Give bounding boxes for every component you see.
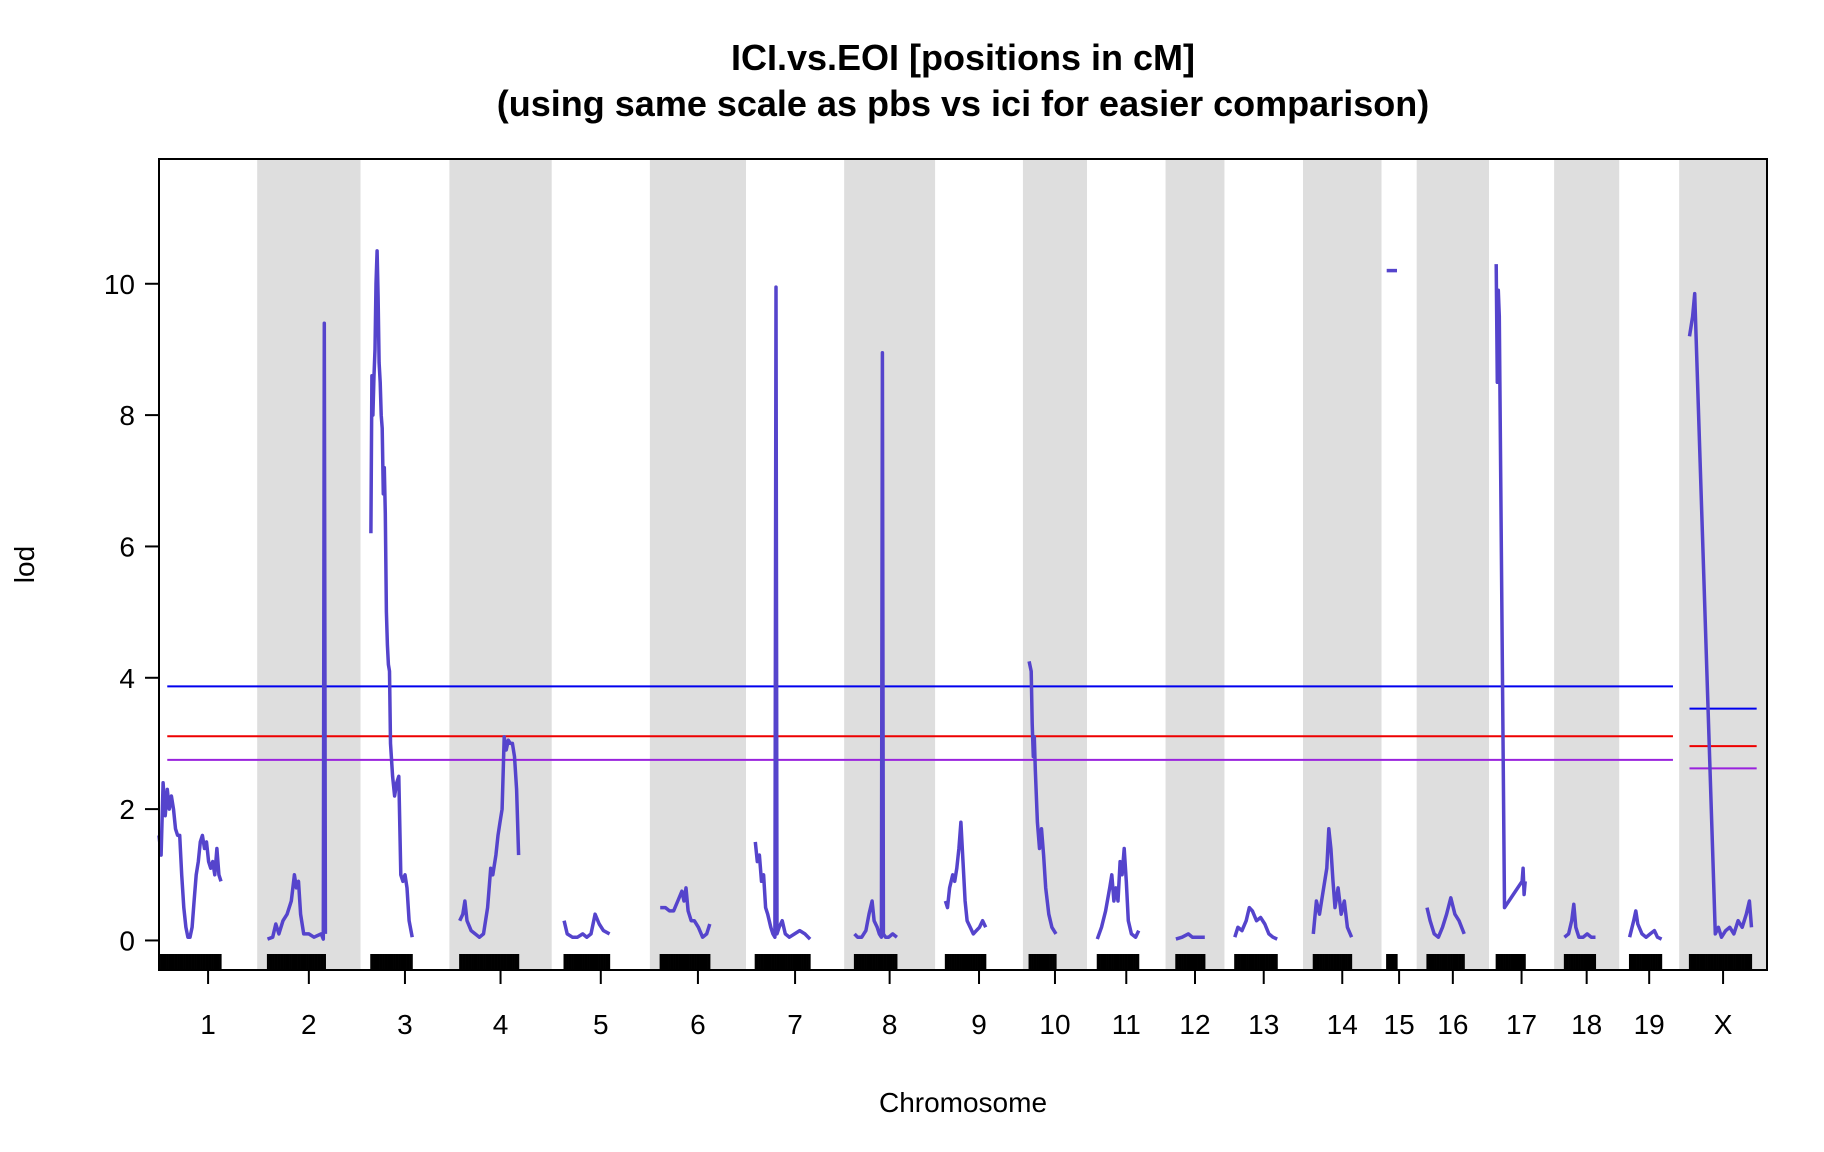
lod-profile-chr-7: [753, 285, 812, 941]
lod-profile-chr-5: [562, 912, 611, 939]
rug-chr-12: [1175, 954, 1206, 970]
lod-profile-chr-2: [266, 321, 328, 941]
band-chr-6: [649, 159, 746, 970]
lod-profile-chr-19: [1627, 909, 1663, 941]
x-tick-label-chr-4: 4: [493, 1009, 509, 1040]
rug-chr-2: [266, 954, 326, 970]
x-tick-label-chr-9: 9: [971, 1009, 987, 1040]
lod-profile-chr-9: [943, 820, 988, 936]
lod-profile-chr-14: [1311, 827, 1354, 938]
band-chr-4: [449, 159, 552, 970]
band-chr-8: [844, 159, 936, 970]
x-axis-label: Chromosome: [879, 1087, 1047, 1118]
rug-chr-6: [659, 954, 711, 970]
rug-chr-11: [1096, 954, 1140, 970]
chromosome-bands: [257, 159, 1767, 970]
rug-chr-9: [944, 954, 987, 970]
rug-chr-3: [370, 954, 413, 970]
lod-profile-chr-3: [369, 249, 414, 938]
x-tick-label-chr-8: 8: [882, 1009, 898, 1040]
y-tick-label: 6: [119, 531, 135, 562]
lod-profile-chr-6: [660, 886, 712, 939]
lod-profile-chr-13: [1233, 905, 1278, 941]
threshold-lines: [167, 685, 1757, 770]
band-chr-2: [257, 159, 361, 970]
lod-profiles: [157, 249, 1754, 941]
x-tick-label-chr-19: 19: [1634, 1009, 1665, 1040]
band-chr-14: [1302, 159, 1382, 970]
x-tick-label-chr-2: 2: [301, 1009, 317, 1040]
y-tick-label: 10: [104, 269, 135, 300]
y-tick-label: 2: [119, 794, 135, 825]
x-tick-label-chr-6: 6: [690, 1009, 706, 1040]
lod-profile-chr-4: [458, 735, 521, 939]
y-axis: 0 2 4 6 8 10: [104, 269, 159, 956]
x-tick-label-chr-3: 3: [397, 1009, 413, 1040]
band-chr-16: [1416, 159, 1490, 970]
band-chr-12: [1165, 159, 1225, 970]
band-chr-18: [1554, 159, 1620, 970]
x-tick-label-chr-17: 17: [1506, 1009, 1537, 1040]
y-tick-label: 0: [119, 925, 135, 956]
lod-profile-chr-17: [1494, 264, 1527, 910]
x-tick-label-chr-14: 14: [1327, 1009, 1358, 1040]
band-chr-X: [1679, 159, 1767, 970]
band-chr-10: [1022, 159, 1088, 970]
rug-chr-5: [563, 954, 611, 970]
rug-chr-15: [1386, 954, 1398, 970]
x-tick-label-chr-16: 16: [1437, 1009, 1468, 1040]
rug-chr-19: [1628, 954, 1663, 970]
rug-chr-14: [1312, 954, 1353, 970]
x-tick-label-chr-X: X: [1714, 1009, 1733, 1040]
y-axis-label: lod: [9, 546, 40, 583]
lod-profile-chr-1: [157, 781, 223, 939]
x-tick-label-chr-7: 7: [787, 1009, 803, 1040]
rug-chr-4: [459, 954, 520, 970]
plot-frame: [158, 158, 1768, 971]
x-tick-label-chr-12: 12: [1179, 1009, 1210, 1040]
x-tick-label-chr-15: 15: [1384, 1009, 1415, 1040]
x-axis: 1 2 3 4 5 6 7 8 9 10 11 12 13 14 15 16 17 18 19 X: [200, 970, 1733, 1040]
rug-chr-X: [1688, 954, 1753, 970]
rug-chr-16: [1426, 954, 1465, 970]
rug-chr-13: [1234, 954, 1278, 970]
chart-title: ICI.vs.EOI [positions in cM]: [731, 37, 1195, 78]
chart-subtitle: (using same scale as pbs vs ici for easi…: [497, 83, 1429, 124]
y-tick-label: 8: [119, 400, 135, 431]
rug-chr-18: [1563, 954, 1597, 970]
x-tick-label-chr-1: 1: [200, 1009, 216, 1040]
x-tick-label-chr-5: 5: [593, 1009, 609, 1040]
lod-profile-chr-16: [1425, 896, 1466, 939]
x-tick-label-chr-18: 18: [1571, 1009, 1602, 1040]
lod-profile-chr-X: [1687, 291, 1754, 939]
x-tick-label-chr-11: 11: [1112, 1009, 1141, 1040]
lod-profile-chr-8: [853, 350, 898, 939]
lod-profile-chr-10: [1027, 661, 1058, 935]
lod-profile-chr-18: [1563, 902, 1596, 939]
rug-chr-1: [158, 954, 222, 970]
x-tick-label-chr-13: 13: [1248, 1009, 1279, 1040]
marker-rug: [158, 954, 1753, 970]
rug-chr-7: [754, 954, 811, 970]
rug-chr-17: [1495, 954, 1526, 970]
lod-profile-chr-12: [1175, 932, 1205, 941]
x-tick-label-chr-10: 10: [1039, 1009, 1070, 1040]
y-tick-label: 4: [119, 663, 135, 694]
rug-chr-10: [1028, 954, 1057, 970]
lod-profile-chr-11: [1095, 846, 1141, 940]
rug-chr-8: [853, 954, 898, 970]
